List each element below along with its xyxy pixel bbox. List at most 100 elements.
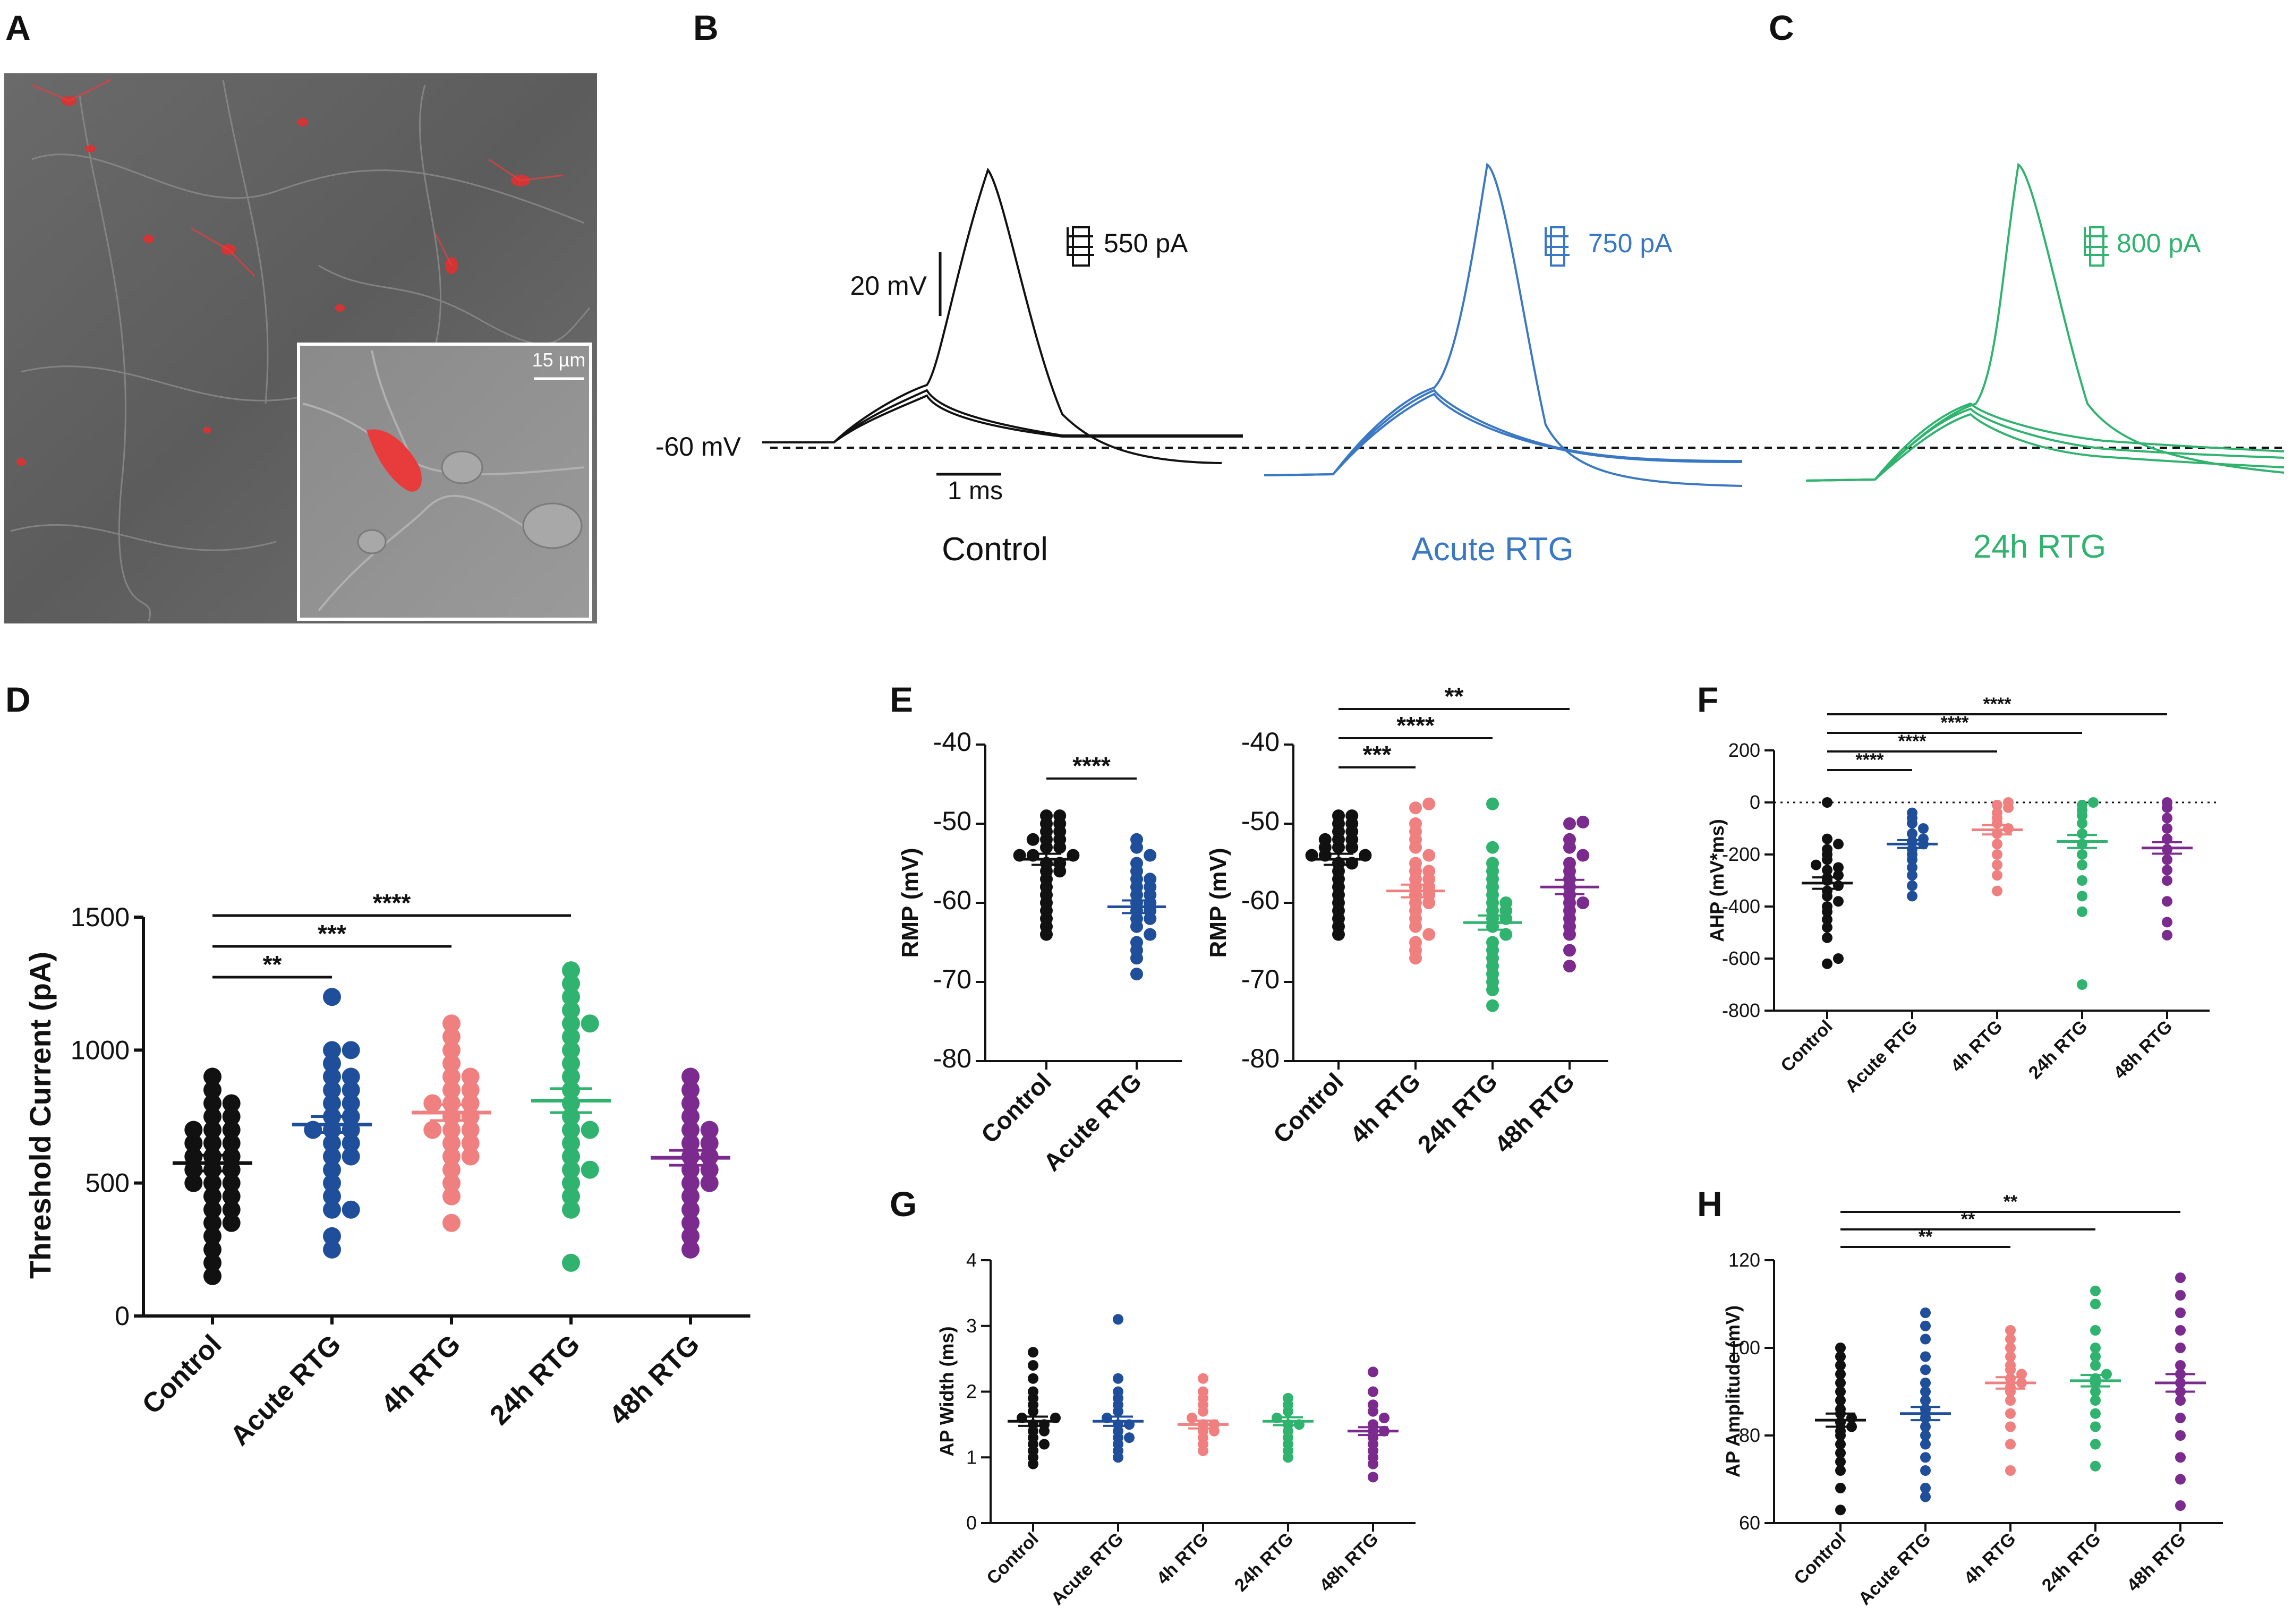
data-point-control bbox=[184, 1134, 203, 1152]
data-point-control bbox=[1835, 1386, 1846, 1397]
y-tick-label: -70 bbox=[1241, 964, 1280, 994]
category-label-24h-rtg: 24h RTG bbox=[1231, 1529, 1298, 1596]
data-point-24h-rtg bbox=[2090, 1408, 2101, 1419]
data-point-acute-rtg bbox=[1144, 849, 1157, 862]
category-label-4h-rtg: 4h RTG bbox=[1947, 1016, 2006, 1076]
data-point-control bbox=[1835, 1360, 1846, 1371]
significance-label: **** bbox=[1983, 694, 2012, 714]
data-point-48h-rtg bbox=[700, 1134, 719, 1152]
data-point-24h-rtg bbox=[2077, 859, 2087, 870]
data-point-acute-rtg bbox=[1920, 1491, 1931, 1502]
data-point-4h-rtg bbox=[1992, 799, 2002, 810]
data-point-control bbox=[1822, 797, 1832, 808]
data-point-24h-rtg bbox=[581, 1121, 599, 1139]
data-point-acute-rtg bbox=[1907, 891, 1917, 902]
data-point-acute-rtg bbox=[1920, 1395, 1931, 1406]
data-point-4h-rtg bbox=[2005, 1360, 2016, 1371]
data-point-control bbox=[203, 1267, 221, 1285]
data-point-4h-rtg bbox=[2005, 1351, 2016, 1362]
data-point-control bbox=[1822, 865, 1832, 876]
data-point-4h-rtg bbox=[461, 1147, 480, 1166]
data-point-24h-rtg bbox=[2090, 1421, 2101, 1432]
data-point-control bbox=[1835, 1378, 1846, 1388]
data-point-control bbox=[222, 1187, 241, 1206]
data-point-48h-rtg bbox=[681, 1227, 700, 1245]
data-point-48h-rtg bbox=[700, 1121, 719, 1139]
data-point-24h-rtg bbox=[581, 1160, 599, 1179]
data-point-24h-rtg bbox=[562, 1041, 580, 1059]
data-point-48h-rtg bbox=[2175, 1360, 2186, 1371]
category-label-24h-rtg: 24h RTG bbox=[2038, 1529, 2105, 1596]
data-point-48h-rtg bbox=[2162, 813, 2172, 824]
data-point-48h-rtg bbox=[1563, 817, 1576, 830]
data-point-4h-rtg bbox=[1409, 817, 1422, 830]
data-point-4h-rtg bbox=[461, 1081, 480, 1099]
category-label-4h-rtg: 4h RTG bbox=[1960, 1529, 2019, 1588]
data-point-control bbox=[203, 1187, 221, 1206]
data-point-control bbox=[203, 1174, 221, 1192]
category-label-48h-rtg: 48h RTG bbox=[603, 1329, 705, 1431]
panel-label-e: E bbox=[890, 680, 913, 719]
category-label-acute-rtg: Acute RTG bbox=[1842, 1016, 1922, 1097]
y-tick-label: 60 bbox=[1739, 1512, 1760, 1534]
data-point-24h-rtg bbox=[2077, 875, 2087, 886]
data-point-acute-rtg bbox=[323, 1041, 341, 1059]
data-point-48h-rtg bbox=[2162, 929, 2172, 941]
data-point-24h-rtg bbox=[2090, 1360, 2101, 1371]
data-point-4h-rtg bbox=[423, 1094, 442, 1113]
data-point-24h-rtg bbox=[1486, 857, 1499, 870]
data-point-acute-rtg bbox=[1907, 807, 1917, 818]
y-tick-label: 1000 bbox=[71, 1035, 130, 1065]
data-point-acute-rtg bbox=[323, 1067, 341, 1086]
data-point-48h-rtg bbox=[681, 1240, 700, 1259]
data-point-4h-rtg bbox=[442, 1067, 461, 1086]
category-label-control: Control bbox=[1777, 1016, 1836, 1076]
data-point-control bbox=[1833, 862, 1844, 873]
data-point-control bbox=[1833, 839, 1844, 850]
data-point-48h-rtg bbox=[1563, 944, 1576, 957]
chart-ahp: F -800 -600 -400 -200 0 200 AHP (mV*ms) Control A… bbox=[1697, 680, 2220, 1097]
scale-bar-label: 15 µm bbox=[532, 349, 586, 371]
acute-step-icon bbox=[1545, 226, 1570, 267]
significance-label: **** bbox=[373, 889, 411, 917]
data-point-4h-rtg bbox=[1187, 1413, 1197, 1423]
data-point-4h-rtg bbox=[423, 1121, 442, 1139]
data-point-control bbox=[203, 1213, 221, 1232]
panel-label-b: B bbox=[693, 8, 719, 47]
data-point-4h-rtg bbox=[1992, 807, 2002, 818]
data-point-acute-rtg bbox=[1113, 1314, 1123, 1325]
data-point-24h-rtg bbox=[2077, 891, 2087, 902]
data-point-24h-rtg bbox=[2090, 1343, 2101, 1353]
category-label-acute-rtg: Acute RTG bbox=[1855, 1529, 1935, 1609]
data-point-24h-rtg bbox=[2077, 799, 2087, 810]
data-point-acute-rtg bbox=[1907, 828, 1917, 839]
h24-traces bbox=[1805, 163, 2285, 482]
data-point-acute-rtg bbox=[1920, 1439, 1931, 1450]
data-point-24h-rtg bbox=[562, 1121, 580, 1139]
significance-label: **** bbox=[1396, 712, 1435, 739]
data-point-4h-rtg bbox=[1992, 839, 2002, 850]
voltage-traces: -60 mV 20 mV 1 ms 550 pA Control 750 pA … bbox=[655, 163, 2285, 568]
y-tick-label: 4 bbox=[966, 1249, 977, 1271]
data-point-4h-rtg bbox=[2005, 1465, 2016, 1476]
data-point-control bbox=[1822, 932, 1832, 943]
voltage-scale-label: 20 mV bbox=[850, 271, 927, 301]
significance-label: **** bbox=[1856, 750, 1885, 770]
category-label-control: Control bbox=[976, 1067, 1056, 1148]
data-point-24h-rtg bbox=[562, 1160, 580, 1179]
data-point-acute-rtg bbox=[1920, 1483, 1931, 1493]
data-point-48h-rtg bbox=[1563, 960, 1576, 973]
data-point-48h-rtg bbox=[681, 1174, 700, 1192]
data-point-4h-rtg bbox=[2005, 1343, 2016, 1353]
data-point-control bbox=[1835, 1456, 1846, 1467]
data-point-control bbox=[1835, 1351, 1846, 1362]
y-axis-label: Threshold Current (pA) bbox=[23, 952, 57, 1279]
panel-label-g: G bbox=[890, 1184, 917, 1224]
category-label-4h-rtg: 4h RTG bbox=[376, 1329, 467, 1420]
data-point-acute-rtg bbox=[1130, 936, 1143, 949]
data-point-4h-rtg bbox=[1422, 849, 1436, 862]
y-tick-label: -800 bbox=[1722, 999, 1760, 1021]
data-point-control bbox=[222, 1200, 241, 1219]
data-point-4h-rtg bbox=[1992, 859, 2002, 870]
